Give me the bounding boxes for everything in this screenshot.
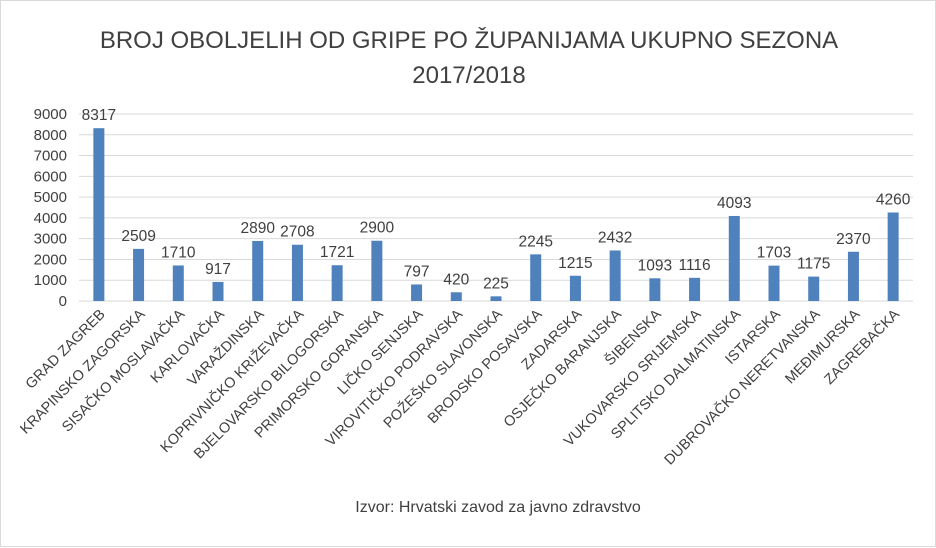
data-labels: 8317 2509 1710 917 2890 2708 1721 2900 797 420 225… <box>82 107 911 292</box>
bar-12 <box>569 275 581 301</box>
y-axis-ticks: 0 1000 2000 3000 4000 5000 6000 7000 8000 9000 <box>34 106 67 310</box>
category-label: KOPRIVNIČKO KRIŽEVAČKA <box>157 306 308 457</box>
data-label: 1093 <box>638 257 672 274</box>
bar-10 <box>490 296 502 301</box>
data-label: 2509 <box>121 228 155 245</box>
bar-13 <box>609 250 621 301</box>
data-label: 2370 <box>836 231 871 248</box>
bar-14 <box>649 278 661 301</box>
data-label: 1721 <box>320 244 354 261</box>
bar-9 <box>450 292 462 301</box>
bar-1 <box>133 248 145 301</box>
bar-0 <box>93 128 105 301</box>
data-label: 1215 <box>558 255 592 272</box>
bar-4 <box>252 240 264 301</box>
data-label: 2708 <box>280 224 314 241</box>
data-label: 797 <box>404 263 430 280</box>
chart-title-line-1: BROJ OBOLJELIH OD GRIPE PO ŽUPANIJAMA UK… <box>100 27 838 54</box>
bar-6 <box>331 265 343 301</box>
y-tick-label: 4000 <box>34 210 67 227</box>
bars <box>93 128 899 301</box>
bar-17 <box>768 265 780 301</box>
y-tick-label: 3000 <box>34 231 67 248</box>
bar-15 <box>689 277 701 301</box>
data-label: 4260 <box>876 191 911 208</box>
data-label: 8317 <box>82 107 116 124</box>
source-note: Izvor: Hrvatski zavod za javno zdravstvo <box>355 499 641 516</box>
y-tick-label: 2000 <box>34 251 67 268</box>
data-label: 917 <box>205 261 231 278</box>
bar-7 <box>371 240 383 301</box>
data-label: 225 <box>483 275 509 292</box>
data-label: 4093 <box>717 195 751 212</box>
y-tick-label: 7000 <box>34 148 67 165</box>
data-label: 2890 <box>240 220 275 237</box>
bar-5 <box>291 244 303 301</box>
bar-11 <box>530 254 542 301</box>
y-tick-label: 0 <box>59 293 67 310</box>
data-label: 1116 <box>678 257 710 274</box>
bar-19 <box>847 251 859 301</box>
data-label: 2432 <box>598 229 632 246</box>
data-label: 1703 <box>757 245 791 262</box>
data-label: 2245 <box>518 233 552 250</box>
y-tick-label: 5000 <box>34 189 67 206</box>
bar-3 <box>212 281 224 301</box>
bar-2 <box>172 265 184 301</box>
y-tick-label: 6000 <box>34 168 67 185</box>
bar-16 <box>728 215 740 301</box>
data-label: 1710 <box>161 244 196 261</box>
gridlines <box>79 113 913 302</box>
data-label: 2900 <box>360 220 395 237</box>
data-label: 1175 <box>797 256 830 273</box>
bar-20 <box>887 212 899 301</box>
bar-18 <box>808 276 820 301</box>
y-tick-label: 8000 <box>34 127 67 144</box>
chart-title-line-2: 2017/2018 <box>412 62 525 89</box>
y-tick-label: 1000 <box>34 272 67 289</box>
y-tick-label: 9000 <box>34 106 67 123</box>
data-label: 420 <box>443 271 469 288</box>
bar-8 <box>411 284 423 301</box>
